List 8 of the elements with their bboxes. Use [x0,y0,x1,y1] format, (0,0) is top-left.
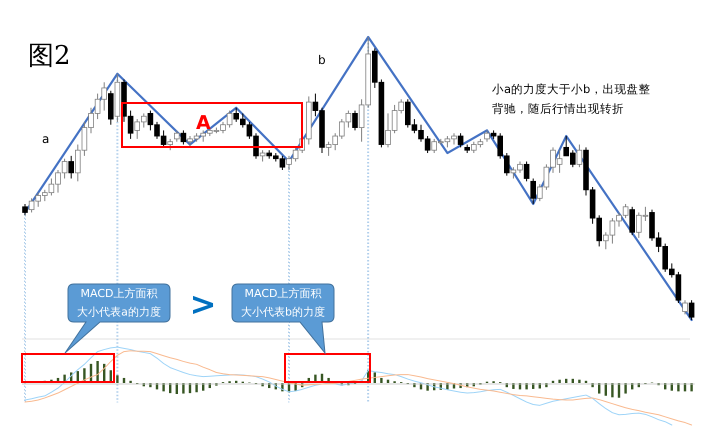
annotation: 小a的力度大于小b，出现盘整背驰，随后行情出现转折 [492,82,650,116]
annotation: A [196,112,211,134]
annotation: MACD上方面积大小代表a的力度 [77,287,161,319]
annotation: b [318,53,326,67]
annotation: > [190,285,216,323]
annotation: a [42,132,50,146]
chart-title: 图2 [28,41,71,71]
annotation: MACD上方面积大小代表b的力度 [241,287,325,319]
